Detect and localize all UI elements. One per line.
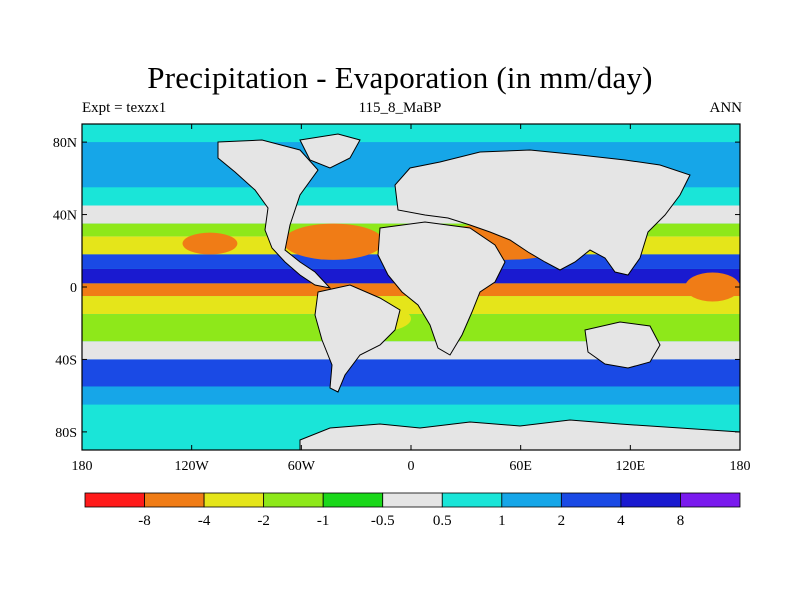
experiment-label: Expt = texzx1 [82, 100, 167, 116]
heatmap-field [82, 124, 740, 450]
zonal-band-0 [82, 124, 740, 143]
zonal-band-13 [82, 386, 740, 405]
x-tick-label-1: 120W [175, 459, 210, 474]
axis-layer: 180 120W 60W 0 60E 120E 180 80N 40N 0 40S 80S [53, 124, 751, 474]
north-america-landmass [217, 139, 332, 289]
colorbar-label-4: -0.5 [371, 513, 395, 529]
x-tick-label-3: 0 [408, 459, 415, 474]
colorbar-swatch-1 [144, 492, 205, 508]
x-tick-label-4: 60E [509, 459, 532, 474]
x-tick-label-6: 180 [730, 459, 751, 474]
colorbar-label-5: 0.5 [433, 513, 452, 529]
anomaly-region-0 [182, 232, 238, 255]
anomaly-region-1 [283, 223, 384, 260]
colorbar-swatch-2 [203, 492, 265, 508]
colorbar-swatch-0 [84, 492, 145, 508]
colorbar-swatch-9 [620, 492, 681, 508]
y-tick-label-3: 40S [55, 353, 77, 368]
colorbar-label-9: 8 [677, 513, 685, 529]
colorbar-swatch-6 [441, 492, 503, 508]
colorbar-swatch-7 [501, 492, 562, 508]
colorbar-label-6: 1 [498, 513, 506, 529]
colorbar-label-8: 4 [617, 513, 625, 529]
australia-landmass [584, 321, 661, 369]
eurasia-landmass [394, 149, 691, 276]
x-tick-label-5: 120E [616, 459, 646, 474]
land-layer [217, 133, 740, 450]
colorbar-swatch-5 [382, 492, 443, 508]
chart-title: Precipitation - Evaporation (in mm/day) [147, 60, 653, 95]
colorbar-label-0: -8 [138, 513, 151, 529]
colorbar-label-7: 2 [558, 513, 566, 529]
colorbar-label-3: -1 [317, 513, 330, 529]
colorbar-label-1: -4 [198, 513, 211, 529]
x-tick-label-0: 180 [72, 459, 93, 474]
south-america-landmass [314, 284, 401, 393]
zonal-band-9 [82, 296, 740, 315]
x-tick-label-2: 60W [288, 459, 316, 474]
anomaly-region-3 [685, 272, 740, 302]
colorbar-swatch-4 [322, 492, 384, 508]
africa-landmass [377, 221, 506, 356]
y-tick-label-1: 40N [53, 209, 77, 224]
period-label: 115_8_MaBP [358, 100, 442, 116]
antarctica-landmass [299, 419, 740, 450]
colorbar-swatch-8 [560, 492, 622, 508]
y-tick-label-0: 80N [53, 136, 77, 151]
y-tick-label-2: 0 [70, 281, 77, 296]
zonal-band-11 [82, 341, 740, 360]
y-tick-label-4: 80S [55, 426, 77, 441]
colorbar-swatch-3 [263, 492, 324, 508]
season-label: ANN [709, 100, 743, 116]
colorbar: -8 -4 -2 -1 -0.5 0.5 1 2 4 8 [84, 492, 741, 529]
colorbar-swatch-10 [680, 492, 741, 508]
greenland-landmass [299, 133, 361, 169]
colorbar-label-2: -2 [257, 513, 270, 529]
